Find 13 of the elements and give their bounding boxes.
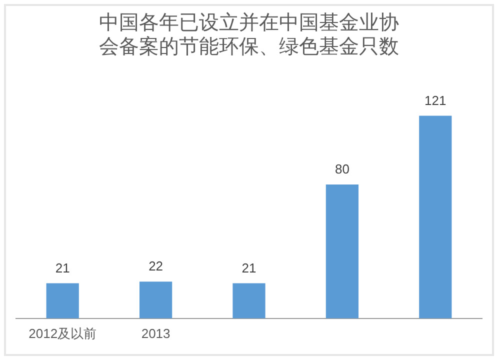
- data-label: 21: [55, 260, 70, 276]
- bar: [46, 283, 79, 318]
- data-label: 22: [148, 258, 164, 274]
- bar: [139, 282, 172, 318]
- chart-title: 中国各年已设立并在中国基金业协会备案的节能环保、绿色基金只数: [99, 10, 399, 58]
- bar: [326, 184, 359, 318]
- data-label: 121: [424, 92, 446, 108]
- data-label: 21: [242, 260, 256, 276]
- data-label: 80: [334, 162, 350, 177]
- bar: [232, 283, 266, 318]
- x-tick-label: 2013: [141, 326, 170, 341]
- x-tick-label: 2012及以前: [28, 326, 97, 341]
- bar: [419, 116, 452, 318]
